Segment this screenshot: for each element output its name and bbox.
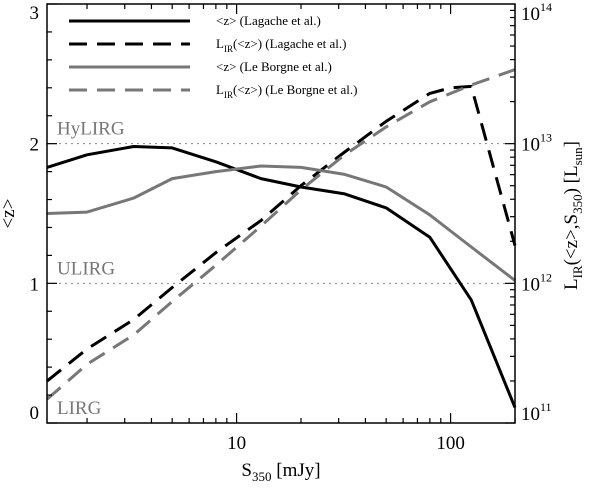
series-line-3 bbox=[46, 164, 516, 282]
y-left-tick-label: 2 bbox=[30, 135, 40, 156]
reference-lines: HyLIRG ULIRG LIRG bbox=[47, 119, 515, 419]
y-right-tick-label: 1014 bbox=[521, 0, 552, 25]
reference-label-lirg: LIRG bbox=[57, 398, 102, 419]
y-right-tick-label: 1012 bbox=[521, 270, 552, 295]
series-line-2 bbox=[46, 84, 517, 383]
legend-label-3: <z> (Le Borgne et al.) bbox=[216, 59, 332, 74]
y-right-tick-label: 1013 bbox=[521, 131, 552, 156]
series-line-1 bbox=[46, 145, 517, 409]
reference-label-hylirg: HyLIRG bbox=[57, 119, 125, 140]
y-left-tick-label: 1 bbox=[30, 274, 40, 295]
x-tick-label: 100 bbox=[436, 433, 465, 454]
y-left-tick-label: 3 bbox=[30, 3, 40, 24]
reference-label-ulirg: ULIRG bbox=[57, 258, 115, 279]
x-tick-label: 10 bbox=[227, 433, 246, 454]
legend-label-4: LIR(<z>) (Le Borgne et al.) bbox=[216, 82, 357, 100]
legend-label-1: <z> (Lagache et al.) bbox=[216, 13, 321, 28]
x-axis-label: S350 [mJy] bbox=[241, 460, 320, 484]
series-group bbox=[46, 68, 517, 409]
legend-label-2: LIR(<z>) (Lagache et al.) bbox=[216, 36, 347, 54]
legend: <z> (Lagache et al.) LIR(<z>) (Lagache et… bbox=[69, 13, 357, 100]
ticks: 10 100 0 1 2 3 1011 1012 1013 1014 bbox=[30, 0, 553, 454]
y-right-axis-label: LIR(<z>,S350) [Lsun] bbox=[561, 141, 585, 290]
series-line-4 bbox=[46, 68, 516, 401]
y-left-tick-label: 0 bbox=[30, 403, 40, 424]
y-right-tick-label: 1011 bbox=[521, 400, 552, 425]
plot-frame bbox=[46, 3, 516, 424]
y-left-axis-label: <z> bbox=[0, 199, 19, 229]
